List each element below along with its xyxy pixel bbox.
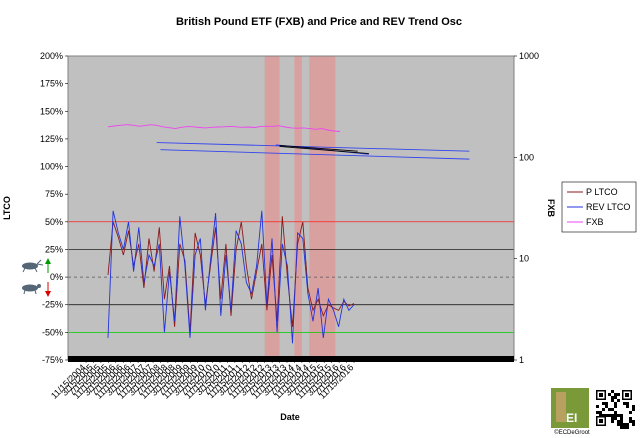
y-left-tick-label: -50% <box>42 327 63 337</box>
x-axis: 11/15/20043/15/20057/15/200511/15/20053/… <box>49 360 355 401</box>
series-line <box>107 210 355 344</box>
y-left-tick-label: 175% <box>40 79 63 89</box>
author-logo: EI <box>551 388 589 428</box>
bull-arrow-icon <box>45 258 51 273</box>
y-right-tick-label: 1000 <box>519 51 539 61</box>
y-left-tick-label: -75% <box>42 355 63 365</box>
shaded-period <box>309 56 336 360</box>
chart-title: British Pound ETF (FXB) and Price and RE… <box>176 16 462 28</box>
trend-line <box>156 142 470 152</box>
legend-label: REV LTCO <box>586 202 630 212</box>
x-axis-label: Date <box>280 412 300 422</box>
y-left-tick-label: 75% <box>45 189 63 199</box>
series-lines <box>107 124 355 344</box>
trend-line <box>279 146 369 154</box>
copyright-text: ©ECDeGroot <box>554 429 590 436</box>
y-axis-right-label: FXB <box>546 199 556 218</box>
y-axis-left-label: LTCO <box>2 196 12 220</box>
legend-label: P LTCO <box>586 187 618 197</box>
qr-code-icon <box>594 388 635 429</box>
y-left-tick-label: 100% <box>40 162 63 172</box>
y-left-tick-label: 200% <box>40 51 63 61</box>
legend: P LTCO REV LTCO FXB <box>561 181 637 233</box>
shaded-periods <box>264 56 336 360</box>
bull-icon <box>22 259 44 273</box>
y-right-tick-label: 10 <box>519 254 529 264</box>
trend-lines <box>156 142 470 160</box>
series-line <box>107 216 355 333</box>
bear-icon <box>22 284 41 295</box>
y-left-tick-label: 125% <box>40 134 63 144</box>
y-right-tick-label: 1 <box>519 355 524 365</box>
bear-arrow-icon <box>45 282 51 297</box>
series-line <box>107 124 341 132</box>
shaded-period <box>294 56 302 360</box>
y-axis-left: 200% 175% 150% 125% 100% 75% 50% 25% 0% -25% -50% -… <box>40 51 68 365</box>
y-left-tick-label: 25% <box>45 244 63 254</box>
y-left-tick-label: 0% <box>50 272 63 282</box>
y-left-tick-label: 150% <box>40 106 63 116</box>
trend-line <box>279 145 358 152</box>
y-right-tick-label: 100 <box>519 152 534 162</box>
logo-text: EI <box>566 411 577 425</box>
y-axis-right: 1000 100 10 1 <box>514 51 539 365</box>
y-left-tick-label: -25% <box>42 300 63 310</box>
y-left-tick-label: 50% <box>45 217 63 227</box>
bottom-band <box>68 356 514 362</box>
legend-label: FXB <box>586 217 604 227</box>
trend-line <box>160 149 470 160</box>
logo-panel <box>556 392 566 422</box>
